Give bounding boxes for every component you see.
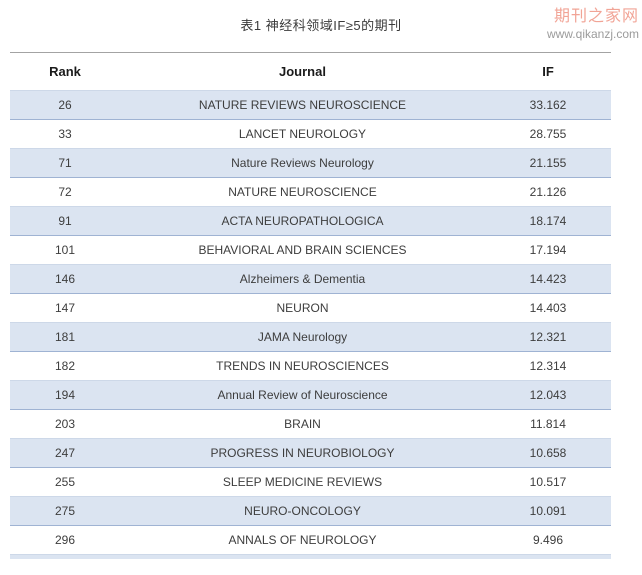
watermark: 期刊之家网 www.qikanzj.com <box>547 7 639 42</box>
table-row: 247 PROGRESS IN NEUROBIOLOGY 10.658 <box>10 439 611 468</box>
rank-cell: 182 <box>10 352 120 381</box>
if-cell: 14.403 <box>485 294 611 323</box>
journal-cell: SLEEP MEDICINE REVIEWS <box>120 468 485 497</box>
if-cell: 12.314 <box>485 352 611 381</box>
table-row: 203 BRAIN 11.814 <box>10 410 611 439</box>
column-header-rank: Rank <box>10 52 120 91</box>
journal-cell: BEHAVIORAL AND BRAIN SCIENCES <box>120 236 485 265</box>
table-row: 255 SLEEP MEDICINE REVIEWS 10.517 <box>10 468 611 497</box>
if-cell: 21.126 <box>485 178 611 207</box>
rank-cell: 255 <box>10 468 120 497</box>
title-bar: 表1 神经科领域IF≥5的期刊 <box>0 0 642 52</box>
journal-table: Rank Journal IF 26 NATURE REVIEWS NEUROSC… <box>10 52 611 555</box>
if-cell: 14.423 <box>485 265 611 294</box>
journal-cell: NEURON <box>120 294 485 323</box>
column-header-if: IF <box>485 52 611 91</box>
if-cell: 11.814 <box>485 410 611 439</box>
rank-cell: 203 <box>10 410 120 439</box>
rank-cell: 181 <box>10 323 120 352</box>
journal-cell: ANNALS OF NEUROLOGY <box>120 526 485 555</box>
rank-cell: 33 <box>10 120 120 149</box>
if-cell: 33.162 <box>485 91 611 120</box>
if-cell: 28.755 <box>485 120 611 149</box>
if-cell: 17.194 <box>485 236 611 265</box>
table-row: 194 Annual Review of Neuroscience 12.043 <box>10 381 611 410</box>
journal-cell: Alzheimers & Dementia <box>120 265 485 294</box>
next-row-sliver <box>10 555 611 559</box>
table-row: 147 NEURON 14.403 <box>10 294 611 323</box>
table-row: 33 LANCET NEUROLOGY 28.755 <box>10 120 611 149</box>
table-row: 146 Alzheimers & Dementia 14.423 <box>10 265 611 294</box>
watermark-site-name: 期刊之家网 <box>553 8 639 25</box>
rank-cell: 71 <box>10 149 120 178</box>
if-cell: 10.517 <box>485 468 611 497</box>
journal-cell: NATURE REVIEWS NEUROSCIENCE <box>120 91 485 120</box>
table-row: 296 ANNALS OF NEUROLOGY 9.496 <box>10 526 611 555</box>
rank-cell: 91 <box>10 207 120 236</box>
if-cell: 10.658 <box>485 439 611 468</box>
table-row: 26 NATURE REVIEWS NEUROSCIENCE 33.162 <box>10 91 611 120</box>
table-row: 181 JAMA Neurology 12.321 <box>10 323 611 352</box>
table-row: 91 ACTA NEUROPATHOLOGICA 18.174 <box>10 207 611 236</box>
journal-cell: BRAIN <box>120 410 485 439</box>
table-row: 182 TRENDS IN NEUROSCIENCES 12.314 <box>10 352 611 381</box>
header-row: Rank Journal IF <box>10 52 611 91</box>
watermark-site-url: www.qikanzj.com <box>546 27 639 41</box>
rank-cell: 146 <box>10 265 120 294</box>
if-cell: 12.043 <box>485 381 611 410</box>
rank-cell: 26 <box>10 91 120 120</box>
table-row: 71 Nature Reviews Neurology 21.155 <box>10 149 611 178</box>
journal-cell: Annual Review of Neuroscience <box>120 381 485 410</box>
journal-cell: LANCET NEUROLOGY <box>120 120 485 149</box>
journal-cell: JAMA Neurology <box>120 323 485 352</box>
journal-cell: Nature Reviews Neurology <box>120 149 485 178</box>
column-header-journal: Journal <box>120 52 485 91</box>
rank-cell: 194 <box>10 381 120 410</box>
rank-cell: 72 <box>10 178 120 207</box>
if-cell: 9.496 <box>485 526 611 555</box>
if-cell: 21.155 <box>485 149 611 178</box>
table-row: 72 NATURE NEUROSCIENCE 21.126 <box>10 178 611 207</box>
page-title: 表1 神经科领域IF≥5的期刊 <box>240 18 402 33</box>
journal-cell: NEURO-ONCOLOGY <box>120 497 485 526</box>
rank-cell: 296 <box>10 526 120 555</box>
journal-cell: ACTA NEUROPATHOLOGICA <box>120 207 485 236</box>
journal-table-body: 26 NATURE REVIEWS NEUROSCIENCE 33.162 33 LAN… <box>10 91 611 555</box>
if-cell: 10.091 <box>485 497 611 526</box>
journal-cell: TRENDS IN NEUROSCIENCES <box>120 352 485 381</box>
rank-cell: 247 <box>10 439 120 468</box>
journal-cell: NATURE NEUROSCIENCE <box>120 178 485 207</box>
journal-cell: PROGRESS IN NEUROBIOLOGY <box>120 439 485 468</box>
journal-table-header: Rank Journal IF <box>10 52 611 91</box>
table-row: 101 BEHAVIORAL AND BRAIN SCIENCES 17.194 <box>10 236 611 265</box>
if-cell: 18.174 <box>485 207 611 236</box>
if-cell: 12.321 <box>485 323 611 352</box>
rank-cell: 275 <box>10 497 120 526</box>
rank-cell: 101 <box>10 236 120 265</box>
table-row: 275 NEURO-ONCOLOGY 10.091 <box>10 497 611 526</box>
rank-cell: 147 <box>10 294 120 323</box>
